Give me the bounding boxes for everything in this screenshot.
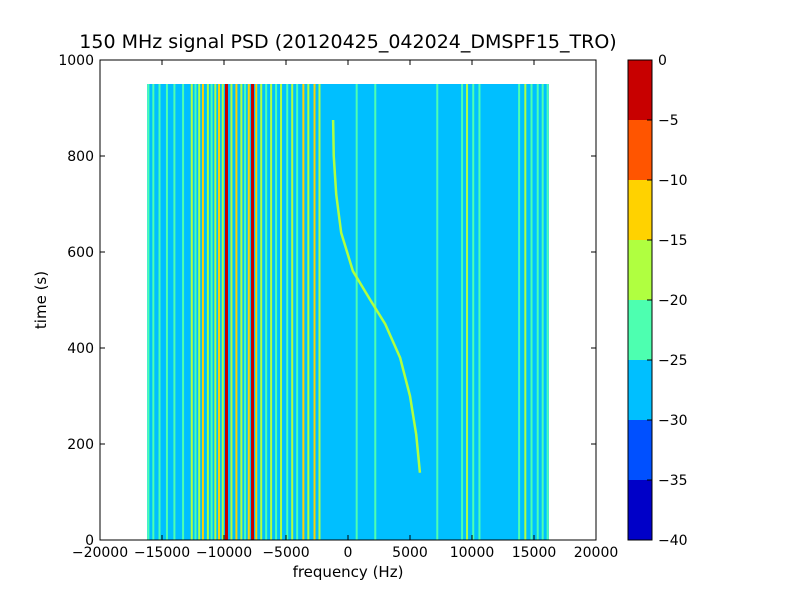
spectral-line xyxy=(355,84,358,540)
colorbar-tick-label: 0 xyxy=(658,53,667,69)
spectral-line xyxy=(147,84,150,540)
spectral-line xyxy=(182,84,185,540)
colorbar-segment xyxy=(628,180,652,240)
plot-area: −20000 −15000 −10000 −5000 0 5000 10000 15000 20… xyxy=(58,53,618,561)
colorbar-tick-label: −25 xyxy=(658,353,688,369)
y-tick-label: 0 xyxy=(85,533,94,549)
spectral-line xyxy=(218,84,221,540)
spectral-line xyxy=(318,84,321,540)
doppler-curve xyxy=(331,119,422,473)
y-tick-label: 600 xyxy=(67,245,94,261)
spectral-line xyxy=(478,84,481,540)
heatmap-background xyxy=(147,84,549,540)
spectral-line xyxy=(221,84,224,540)
colorbar-segment xyxy=(628,60,652,120)
spectral-line xyxy=(255,84,258,540)
spectral-line xyxy=(286,84,289,540)
spectral-line xyxy=(201,84,204,540)
spectral-line xyxy=(194,84,197,540)
chart-title: 150 MHz signal PSD (20120425_042024_DMSP… xyxy=(79,31,616,53)
y-axis-ticks: 0 200 400 600 800 1000 xyxy=(58,53,596,549)
colorbar-segment xyxy=(628,360,652,420)
spectral-line xyxy=(466,84,469,540)
spectral-line xyxy=(247,84,250,540)
x-axis-ticks: −20000 −15000 −10000 −5000 0 5000 10000 15000 20… xyxy=(72,60,618,561)
y-tick-label: 400 xyxy=(67,341,94,357)
spectral-line xyxy=(270,84,273,540)
colorbar-tick-label: −5 xyxy=(658,113,679,129)
spectral-line xyxy=(280,84,283,540)
spectral-line xyxy=(198,84,201,540)
heatmap-layer xyxy=(147,84,549,540)
colorbar-tick-label: −35 xyxy=(658,473,688,489)
spectral-line xyxy=(518,84,521,540)
x-tick-label: 10000 xyxy=(450,545,495,561)
spectral-line xyxy=(190,84,193,540)
spectral-line xyxy=(436,84,439,540)
spectral-line xyxy=(251,84,255,540)
y-tick-label: 200 xyxy=(67,437,94,453)
spectral-line xyxy=(275,84,278,540)
spectral-line xyxy=(158,84,161,540)
colorbar: −40 −35 −30 −25 −20 −15 −10 −5 0 xyxy=(627,53,688,549)
spectral-line xyxy=(472,84,475,540)
spectral-line xyxy=(541,84,544,540)
spectral-line xyxy=(224,84,228,540)
colorbar-tick-label: −15 xyxy=(658,233,688,249)
colorbar-segment xyxy=(628,120,652,180)
x-tick-label: 5000 xyxy=(392,545,428,561)
spectral-line xyxy=(296,84,299,540)
spectral-line xyxy=(206,84,209,540)
x-tick-label: 20000 xyxy=(574,545,619,561)
y-tick-label: 1000 xyxy=(58,53,94,69)
spectral-line xyxy=(210,84,213,540)
spectral-line xyxy=(461,84,464,540)
spectral-line xyxy=(244,84,247,540)
x-tick-label: 0 xyxy=(344,545,353,561)
x-axis-label: frequency (Hz) xyxy=(293,563,404,581)
spectral-line xyxy=(214,84,217,540)
spectral-line xyxy=(152,84,155,540)
spectral-line xyxy=(530,84,533,540)
spectral-line xyxy=(240,84,243,540)
spectral-line xyxy=(165,84,168,540)
spectral-line xyxy=(265,84,268,540)
y-axis-label: time (s) xyxy=(32,271,50,329)
spectral-line xyxy=(536,84,539,540)
spectral-line xyxy=(374,84,377,540)
spectral-line xyxy=(173,84,176,540)
spectral-line xyxy=(307,84,310,540)
colorbar-tick-label: −10 xyxy=(658,173,688,189)
colorbar-segment xyxy=(628,420,652,480)
spectral-line xyxy=(546,84,549,540)
spectral-line xyxy=(302,84,305,540)
spectral-line xyxy=(235,84,238,540)
x-tick-label: −20000 xyxy=(72,545,128,561)
spectral-line xyxy=(291,84,294,540)
x-tick-label: −10000 xyxy=(196,545,252,561)
y-tick-label: 800 xyxy=(67,149,94,165)
colorbar-segment xyxy=(628,240,652,300)
colorbar-segment xyxy=(628,480,652,540)
spectral-line xyxy=(230,84,233,540)
colorbar-tick-label: −20 xyxy=(658,293,688,309)
spectral-line xyxy=(313,84,316,540)
colorbar-tick-label: −40 xyxy=(658,533,688,549)
x-tick-label: −5000 xyxy=(262,545,309,561)
x-tick-label: −15000 xyxy=(134,545,190,561)
colorbar-segment xyxy=(628,300,652,360)
x-tick-label: 15000 xyxy=(512,545,557,561)
spectral-line xyxy=(524,84,527,540)
spectral-line xyxy=(260,84,263,540)
colorbar-tick-label: −30 xyxy=(658,413,688,429)
